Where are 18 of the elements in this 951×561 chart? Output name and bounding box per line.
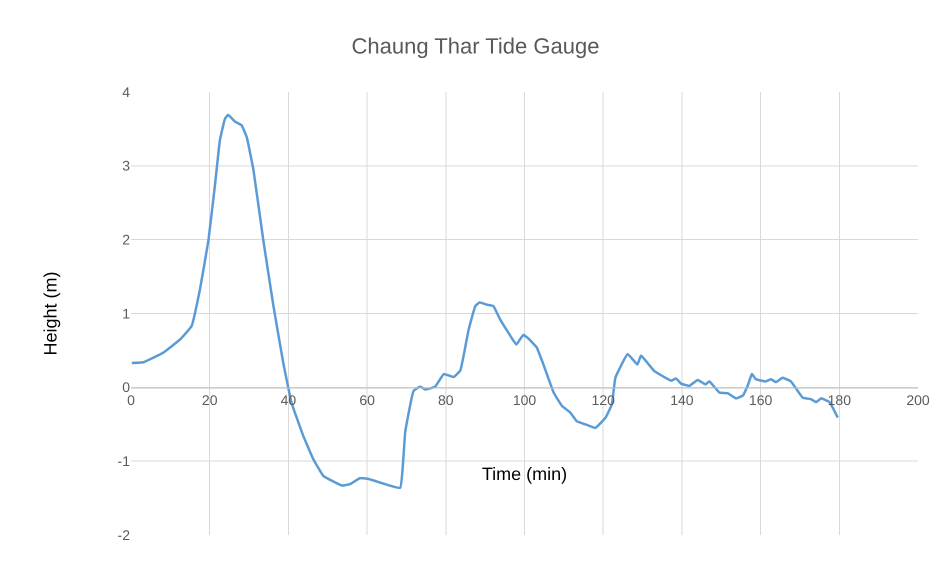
- x-tick-label: 200: [906, 392, 930, 408]
- x-tick-label: 160: [748, 392, 772, 408]
- x-tick-label: 80: [438, 392, 454, 408]
- x-axis-title: Time (min): [482, 464, 568, 484]
- x-tick-label: 140: [670, 392, 694, 408]
- x-tick-label: 180: [828, 392, 852, 408]
- y-tick-label: 3: [122, 158, 130, 174]
- y-tick-label: -1: [118, 453, 130, 470]
- y-tick-label: 1: [122, 305, 130, 322]
- chart-title: Chaung Thar Tide Gauge: [352, 34, 600, 59]
- x-tick-label: 100: [512, 392, 536, 408]
- y-tick-label: -2: [118, 526, 130, 543]
- y-tick-label: 0: [122, 379, 130, 396]
- y-tick-label: 2: [122, 232, 130, 248]
- y-axis-title: Height (m): [40, 271, 61, 356]
- y-tick-label: 4: [122, 84, 130, 100]
- x-tick-label: 60: [359, 392, 376, 408]
- x-tick-label: 20: [202, 392, 218, 408]
